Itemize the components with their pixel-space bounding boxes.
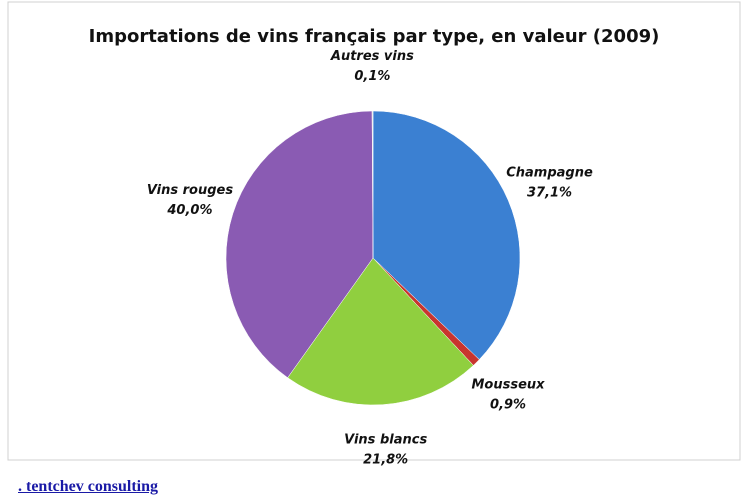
slice-value-label: 37,1% <box>527 186 572 201</box>
slice-label: Champagne <box>506 166 593 181</box>
slice-value-label: 40,0% <box>166 203 212 218</box>
chart-title: Importations de vins français par type, … <box>89 26 660 47</box>
slice-value-label: 0,9% <box>490 398 526 413</box>
slice-label: Autres vins <box>330 49 414 64</box>
pie: Champagne 37,1% Mousseux 0,9% Vins blancs 21,… <box>147 49 593 468</box>
pie-slice <box>371 110 374 259</box>
pie-slice <box>287 257 474 406</box>
slice-value-label: 21,8% <box>363 453 408 468</box>
pie-slice <box>372 110 521 360</box>
chart: Importations de vins français par type, … <box>7 1 741 468</box>
slice-label: Vins blancs <box>344 433 427 448</box>
slice-label: Mousseux <box>471 378 545 393</box>
pie-slice <box>225 110 374 379</box>
slice-value-label: 0,1% <box>354 69 390 84</box>
slice-label: Vins rouges <box>147 183 234 198</box>
footer-link[interactable]: . tentchev consulting <box>18 478 158 495</box>
